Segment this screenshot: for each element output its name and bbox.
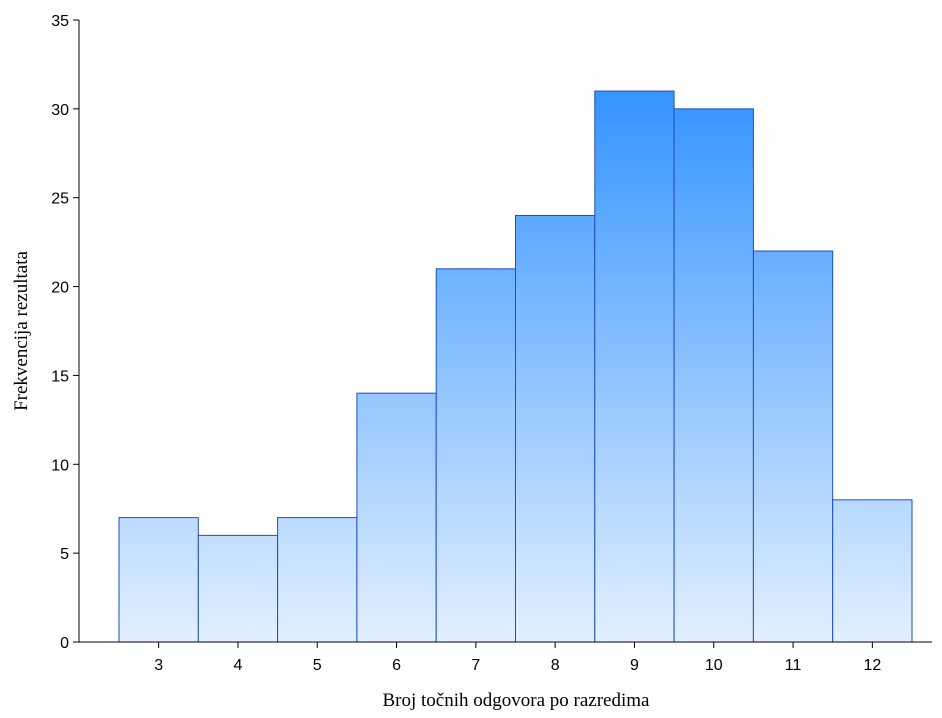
bar-10 xyxy=(673,108,754,643)
y-tick-label: 5 xyxy=(60,546,69,563)
bar-5 xyxy=(277,517,358,643)
y-tick-label: 30 xyxy=(51,102,69,119)
y-axis-ticks: 0 5 10 15 20 25 30 35 xyxy=(51,13,79,652)
bar-4 xyxy=(197,534,279,643)
bar-9 xyxy=(594,90,675,643)
x-tick-label: 10 xyxy=(705,657,723,674)
bar-12 xyxy=(832,499,913,643)
x-axis-title: Broj točnih odgovora po razredima xyxy=(383,690,651,711)
y-tick-label: 25 xyxy=(51,191,69,208)
y-tick-label: 15 xyxy=(51,368,69,385)
x-tick-label: 7 xyxy=(471,657,480,674)
bars-group xyxy=(118,90,913,643)
x-tick-label: 4 xyxy=(233,657,242,674)
x-axis-ticks: 3 4 5 6 7 8 9 10 11 12 xyxy=(154,642,881,674)
x-tick-label: 11 xyxy=(785,657,802,674)
bar-11 xyxy=(752,250,834,643)
y-tick-label: 20 xyxy=(51,280,69,297)
x-tick-label: 12 xyxy=(863,657,881,674)
bar-3 xyxy=(118,517,199,643)
x-tick-label: 9 xyxy=(630,657,639,674)
x-tick-label: 5 xyxy=(313,657,322,674)
bar-8 xyxy=(515,214,596,643)
bar-6 xyxy=(356,392,437,643)
x-tick-label: 8 xyxy=(551,657,560,674)
y-tick-label: 10 xyxy=(51,457,69,474)
y-axis-title: Frekvencija rezultata xyxy=(11,251,32,411)
x-tick-label: 6 xyxy=(392,657,401,674)
bar-7 xyxy=(435,268,517,643)
y-tick-label: 35 xyxy=(51,13,69,30)
x-tick-label: 3 xyxy=(154,657,163,674)
y-tick-label: 0 xyxy=(60,635,69,652)
